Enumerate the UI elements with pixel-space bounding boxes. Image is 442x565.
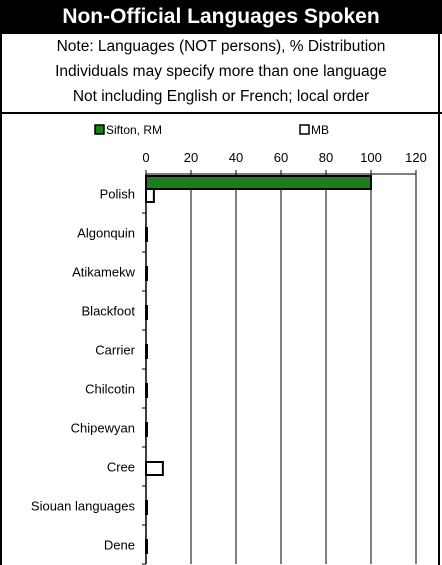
note-line-3: Not including English or French; local o… <box>72 88 370 105</box>
category-label-9: Dene <box>104 538 135 553</box>
x-tick-label-4: 80 <box>319 150 333 165</box>
legend-swatch-0 <box>94 124 105 135</box>
notes-block: Note: Languages (NOT persons), % Distrib… <box>0 34 442 114</box>
bar-1-7 <box>145 461 164 476</box>
x-tick-label-5: 100 <box>360 150 382 165</box>
note-line-1: Note: Languages (NOT persons), % Distrib… <box>56 38 386 55</box>
category-label-6: Chipewyan <box>71 421 135 436</box>
legend-label-0: Sifton, RM <box>106 123 162 137</box>
bar-0-0 <box>145 175 372 190</box>
category-label-5: Chilcotin <box>85 382 135 397</box>
category-label-2: Atikamekw <box>72 265 135 280</box>
category-label-3: Blackfoot <box>82 304 136 319</box>
chart-title: Non-Official Languages Spoken <box>0 0 442 34</box>
x-tick-label-6: 120 <box>405 150 427 165</box>
bar-1-0 <box>145 188 155 203</box>
category-label-0: Polish <box>100 187 135 202</box>
x-tick-label-3: 60 <box>274 150 288 165</box>
category-label-4: Carrier <box>95 343 135 358</box>
x-tick-label-0: 0 <box>142 150 149 165</box>
note-line-2: Individuals may specify more than one la… <box>55 63 387 80</box>
x-tick-label-2: 40 <box>229 150 243 165</box>
category-label-7: Cree <box>107 460 135 475</box>
bar-chart: Sifton, RM MB 0 20 40 60 80 100 120 Polish Algonqu… <box>31 123 427 565</box>
x-tick-label-1: 20 <box>184 150 198 165</box>
category-label-1: Algonquin <box>77 226 135 241</box>
category-label-8: Siouan languages <box>31 499 136 514</box>
legend-label-1: MB <box>311 123 329 137</box>
legend-swatch-1 <box>299 124 310 135</box>
